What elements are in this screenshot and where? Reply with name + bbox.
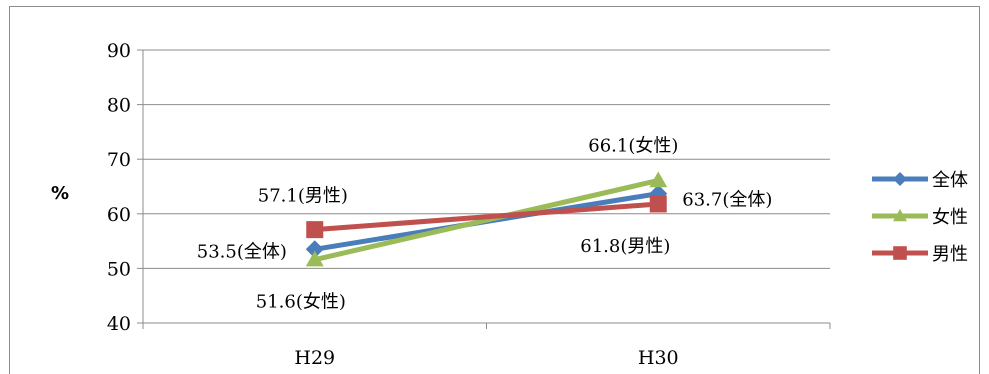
x-tick-labels: H29 H30 <box>294 347 678 369</box>
y-tick-labels: 40 50 60 70 80 90 <box>107 40 131 335</box>
series-lines <box>305 171 668 267</box>
chart-frame <box>9 6 980 374</box>
data-label: 51.6(女性) <box>256 292 346 313</box>
legend-label: 全体 <box>932 170 968 191</box>
x-tick-label: H29 <box>294 347 335 369</box>
data-point <box>305 240 324 259</box>
data-point <box>306 221 324 239</box>
data-point <box>649 171 668 188</box>
data-label: 63.7(全体) <box>682 190 772 211</box>
legend-label: 男性 <box>932 244 968 265</box>
data-label: 53.5(全体) <box>197 241 287 262</box>
axes <box>137 49 831 329</box>
data-label: 66.1(女性) <box>588 135 678 156</box>
data-labels: 53.5(全体) 63.7(全体) 51.6(女性) 66.1(女性) 57.1(男性)… <box>197 135 773 312</box>
legend-marker <box>893 209 907 222</box>
series-line-3 <box>314 201 659 233</box>
y-tick-label: 40 <box>107 313 131 335</box>
y-tick-label: 60 <box>107 204 131 226</box>
y-tick-label: 90 <box>107 40 131 62</box>
data-label: 61.8(男性) <box>580 236 670 257</box>
y-tick-label: 50 <box>107 258 131 280</box>
y-axis-label: % <box>51 183 69 204</box>
x-tick-label: H30 <box>638 347 679 369</box>
data-point <box>649 195 667 213</box>
data-label: 57.1(男性) <box>258 186 348 207</box>
gridlines <box>143 49 830 269</box>
legend-label: 女性 <box>932 207 968 228</box>
y-tick-label: 70 <box>107 149 131 171</box>
legend-marker <box>893 246 907 260</box>
legend-marker <box>893 172 907 186</box>
data-point <box>305 250 324 267</box>
y-tick-label: 80 <box>107 95 131 117</box>
series-line-2 <box>314 178 659 263</box>
